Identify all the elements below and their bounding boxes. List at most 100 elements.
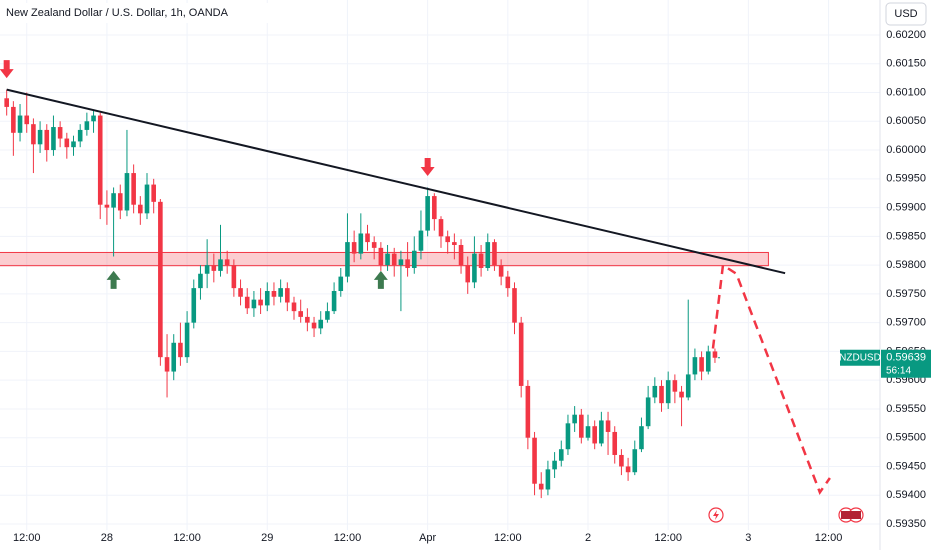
candle-body [278, 288, 283, 297]
candle-body [558, 449, 564, 461]
y-tick-label: 0.60100 [886, 86, 926, 98]
title-bg [0, 3, 275, 23]
candle-body [171, 342, 177, 372]
candle-body [405, 259, 410, 268]
chart-title: New Zealand Dollar / U.S. Dollar, 1h, OA… [6, 7, 229, 19]
candle-body [572, 414, 577, 424]
candle-body [445, 236, 450, 243]
candle-body [432, 196, 437, 220]
candle-body [371, 242, 377, 248]
candle-body [17, 115, 23, 133]
x-tick-label: 12:00 [654, 532, 682, 544]
candle-body [639, 426, 644, 450]
resistance-zone [0, 251, 769, 267]
candle-body [271, 291, 277, 297]
candle-body [264, 291, 270, 306]
candle-body [365, 233, 370, 243]
y-tick-label: 0.60200 [886, 29, 926, 41]
candle-body [311, 322, 317, 329]
y-tick-label: 0.59550 [886, 403, 926, 415]
candle-body [398, 259, 404, 266]
candle-body [692, 357, 698, 375]
candle-body [144, 184, 150, 214]
down-arrow [0, 60, 14, 79]
symbol-label: NZDUSD [839, 352, 881, 363]
candle-body [472, 253, 477, 283]
candle-body [685, 374, 691, 398]
candle-body [485, 242, 491, 268]
candle-body [37, 129, 43, 145]
y-tick-label: 0.59800 [886, 259, 926, 271]
y-tick-label: 0.59850 [886, 230, 926, 242]
candle-body [385, 253, 390, 266]
candle-body [191, 288, 197, 323]
candle-body [64, 138, 70, 148]
x-tick-label: 2 [585, 532, 591, 544]
event-bolt [713, 510, 719, 520]
candle-body [518, 322, 524, 386]
candle-body [11, 106, 16, 133]
candle-body [699, 357, 704, 372]
candle-body [425, 196, 430, 231]
symbol-tag [840, 349, 880, 366]
candle-body [291, 302, 297, 312]
up-arrow [106, 270, 121, 289]
candle-body [238, 288, 243, 297]
candle-body [318, 319, 324, 329]
candle-body [57, 127, 63, 139]
y-tick-label: 0.59750 [886, 288, 926, 300]
x-tick-label: 12:00 [815, 532, 843, 544]
candle-body [438, 219, 444, 237]
candle-body [31, 124, 36, 145]
candle-body [458, 244, 464, 266]
candle-body [44, 129, 50, 151]
y-tick-label: 0.60000 [886, 144, 926, 156]
y-tick-label: 0.60050 [886, 115, 926, 127]
time-axis: 12:00 28 12:00 29 12:00 Apr 12:00 2 12:00 3 12:00 [13, 532, 842, 544]
candle-body [151, 184, 156, 202]
x-tick-label: 29 [261, 532, 273, 544]
candle-body [538, 483, 544, 490]
candle-body [84, 121, 90, 130]
candle-body [158, 201, 163, 358]
y-tick-label: 0.59450 [886, 460, 926, 472]
event-icon[interactable] [708, 507, 724, 523]
y-tick-label: 0.59400 [886, 489, 926, 501]
candle-body [579, 414, 584, 438]
candle-body [345, 242, 350, 277]
candle-body [111, 193, 116, 208]
candle-body [4, 98, 9, 107]
candle-body [378, 247, 384, 266]
candle-body [478, 253, 484, 268]
candle-body [24, 115, 30, 125]
candle-body [411, 250, 417, 268]
candle-body [285, 288, 290, 303]
candle-body [51, 127, 56, 151]
candle-body [492, 242, 497, 266]
x-tick-label: Apr [419, 532, 436, 544]
candle-body [712, 351, 718, 358]
candle-body [672, 380, 678, 392]
candle-body [138, 204, 143, 214]
candle-body [652, 385, 658, 398]
y-tick-label: 0.59700 [886, 317, 926, 329]
currency-label[interactable]: USD [894, 8, 917, 20]
y-tick-label: 0.60150 [886, 58, 926, 70]
candle-body [184, 322, 190, 358]
candle-body [619, 454, 624, 467]
up-arrow [373, 270, 388, 289]
candle-body [665, 380, 671, 404]
x-tick-label: 28 [101, 532, 113, 544]
candle-body [418, 230, 424, 251]
candle-body [351, 242, 357, 254]
flag-icons[interactable] [838, 507, 864, 523]
candle-body [204, 265, 210, 274]
candles [4, 89, 718, 499]
candle-body [305, 316, 310, 323]
candle-body [599, 420, 604, 444]
currency-button[interactable] [885, 2, 927, 26]
candle-body [565, 423, 571, 450]
candle-body [498, 265, 504, 277]
x-tick-label: 12:00 [13, 532, 41, 544]
candle-body [77, 129, 83, 142]
